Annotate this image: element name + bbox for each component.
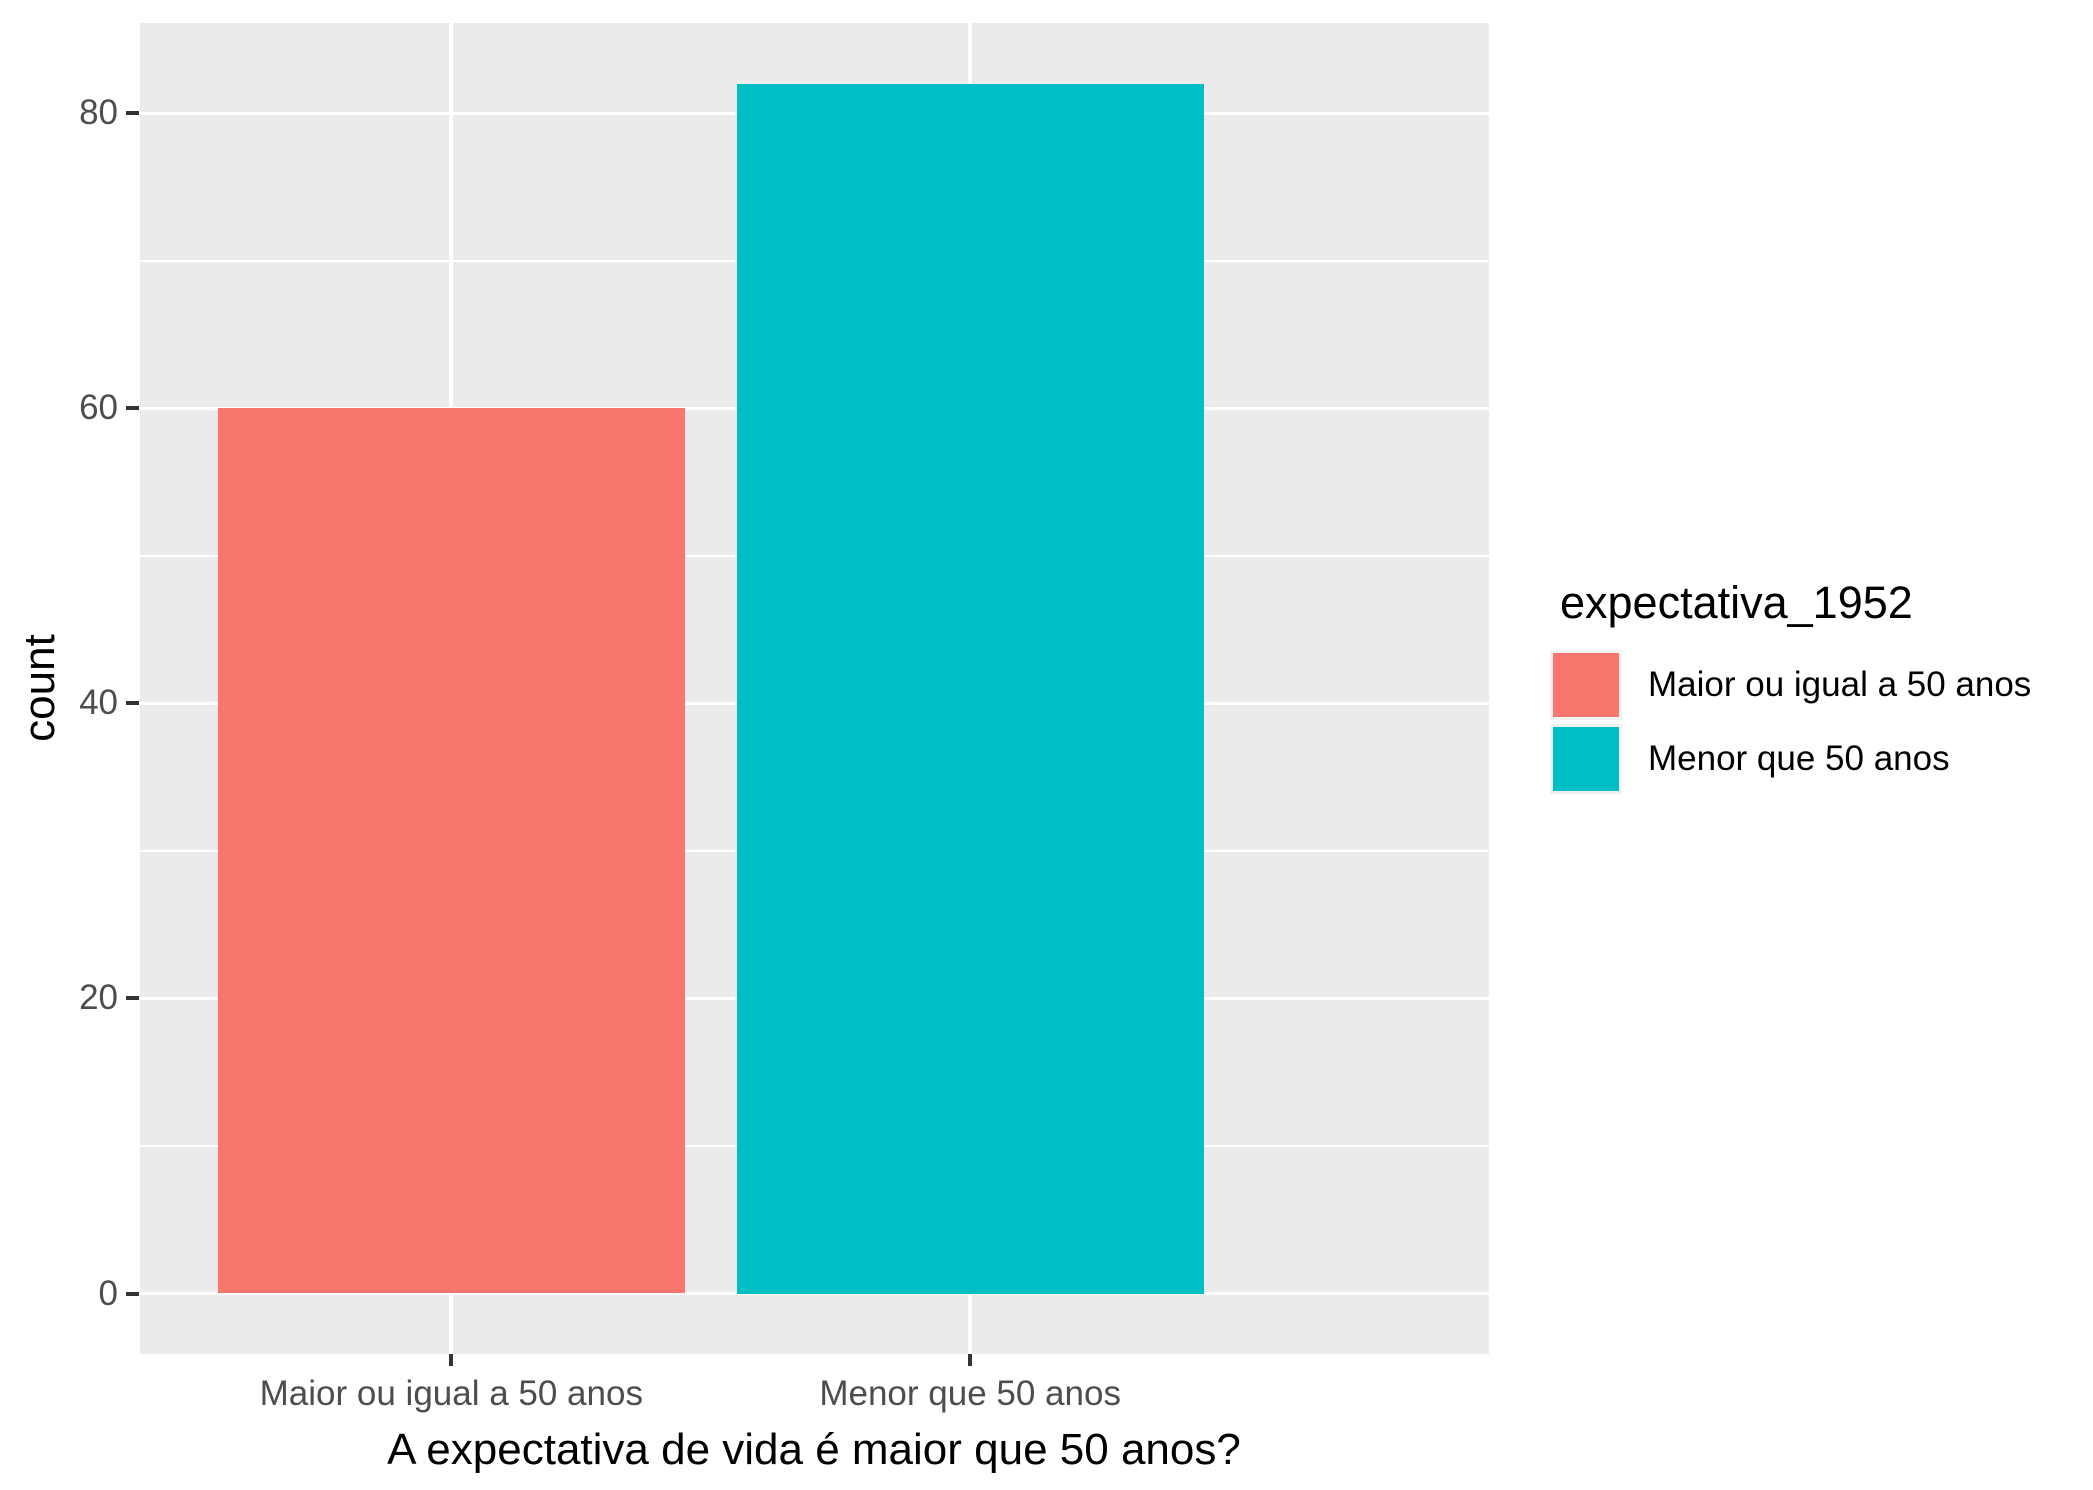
x-tick-label: Menor que 50 anos xyxy=(819,1374,1121,1413)
legend-key xyxy=(1550,650,1622,720)
x-tick-label: Maior ou igual a 50 anos xyxy=(259,1374,643,1413)
bar xyxy=(217,408,685,1294)
legend-swatch xyxy=(1553,727,1619,791)
y-tick-label: 0 xyxy=(98,1273,118,1313)
x-axis-title: A expectativa de vida é maior que 50 ano… xyxy=(387,1425,1241,1474)
legend-label: Menor que 50 anos xyxy=(1648,739,1950,778)
y-tick-mark xyxy=(126,406,139,411)
y-tick-label: 80 xyxy=(79,93,118,132)
y-tick-label: 60 xyxy=(79,388,118,428)
y-tick-mark xyxy=(126,111,139,115)
plot-panel xyxy=(140,23,1489,1354)
y-tick-mark xyxy=(126,996,139,1001)
legend-key xyxy=(1550,724,1622,794)
y-axis-title: count xyxy=(15,634,64,742)
legend: expectativa_1952 Maior ou igual a 50 ano… xyxy=(1550,578,2031,798)
x-tick-mark xyxy=(968,1354,973,1366)
legend-title: expectativa_1952 xyxy=(1560,577,1913,628)
bar xyxy=(736,83,1204,1294)
y-tick-mark xyxy=(126,701,139,706)
legend-label: Maior ou igual a 50 anos xyxy=(1648,665,2032,704)
y-tick-mark xyxy=(126,1291,139,1296)
legend-swatch xyxy=(1553,653,1619,717)
legend-items: Maior ou igual a 50 anos Menor que 50 ano… xyxy=(1550,650,2031,794)
major-gridline xyxy=(140,1292,1489,1295)
legend-item: Menor que 50 anos xyxy=(1550,724,2031,794)
y-tick-label: 40 xyxy=(79,683,118,723)
y-tick-label: 20 xyxy=(79,978,118,1018)
x-tick-mark xyxy=(449,1354,454,1366)
legend-item: Maior ou igual a 50 anos xyxy=(1550,650,2031,720)
